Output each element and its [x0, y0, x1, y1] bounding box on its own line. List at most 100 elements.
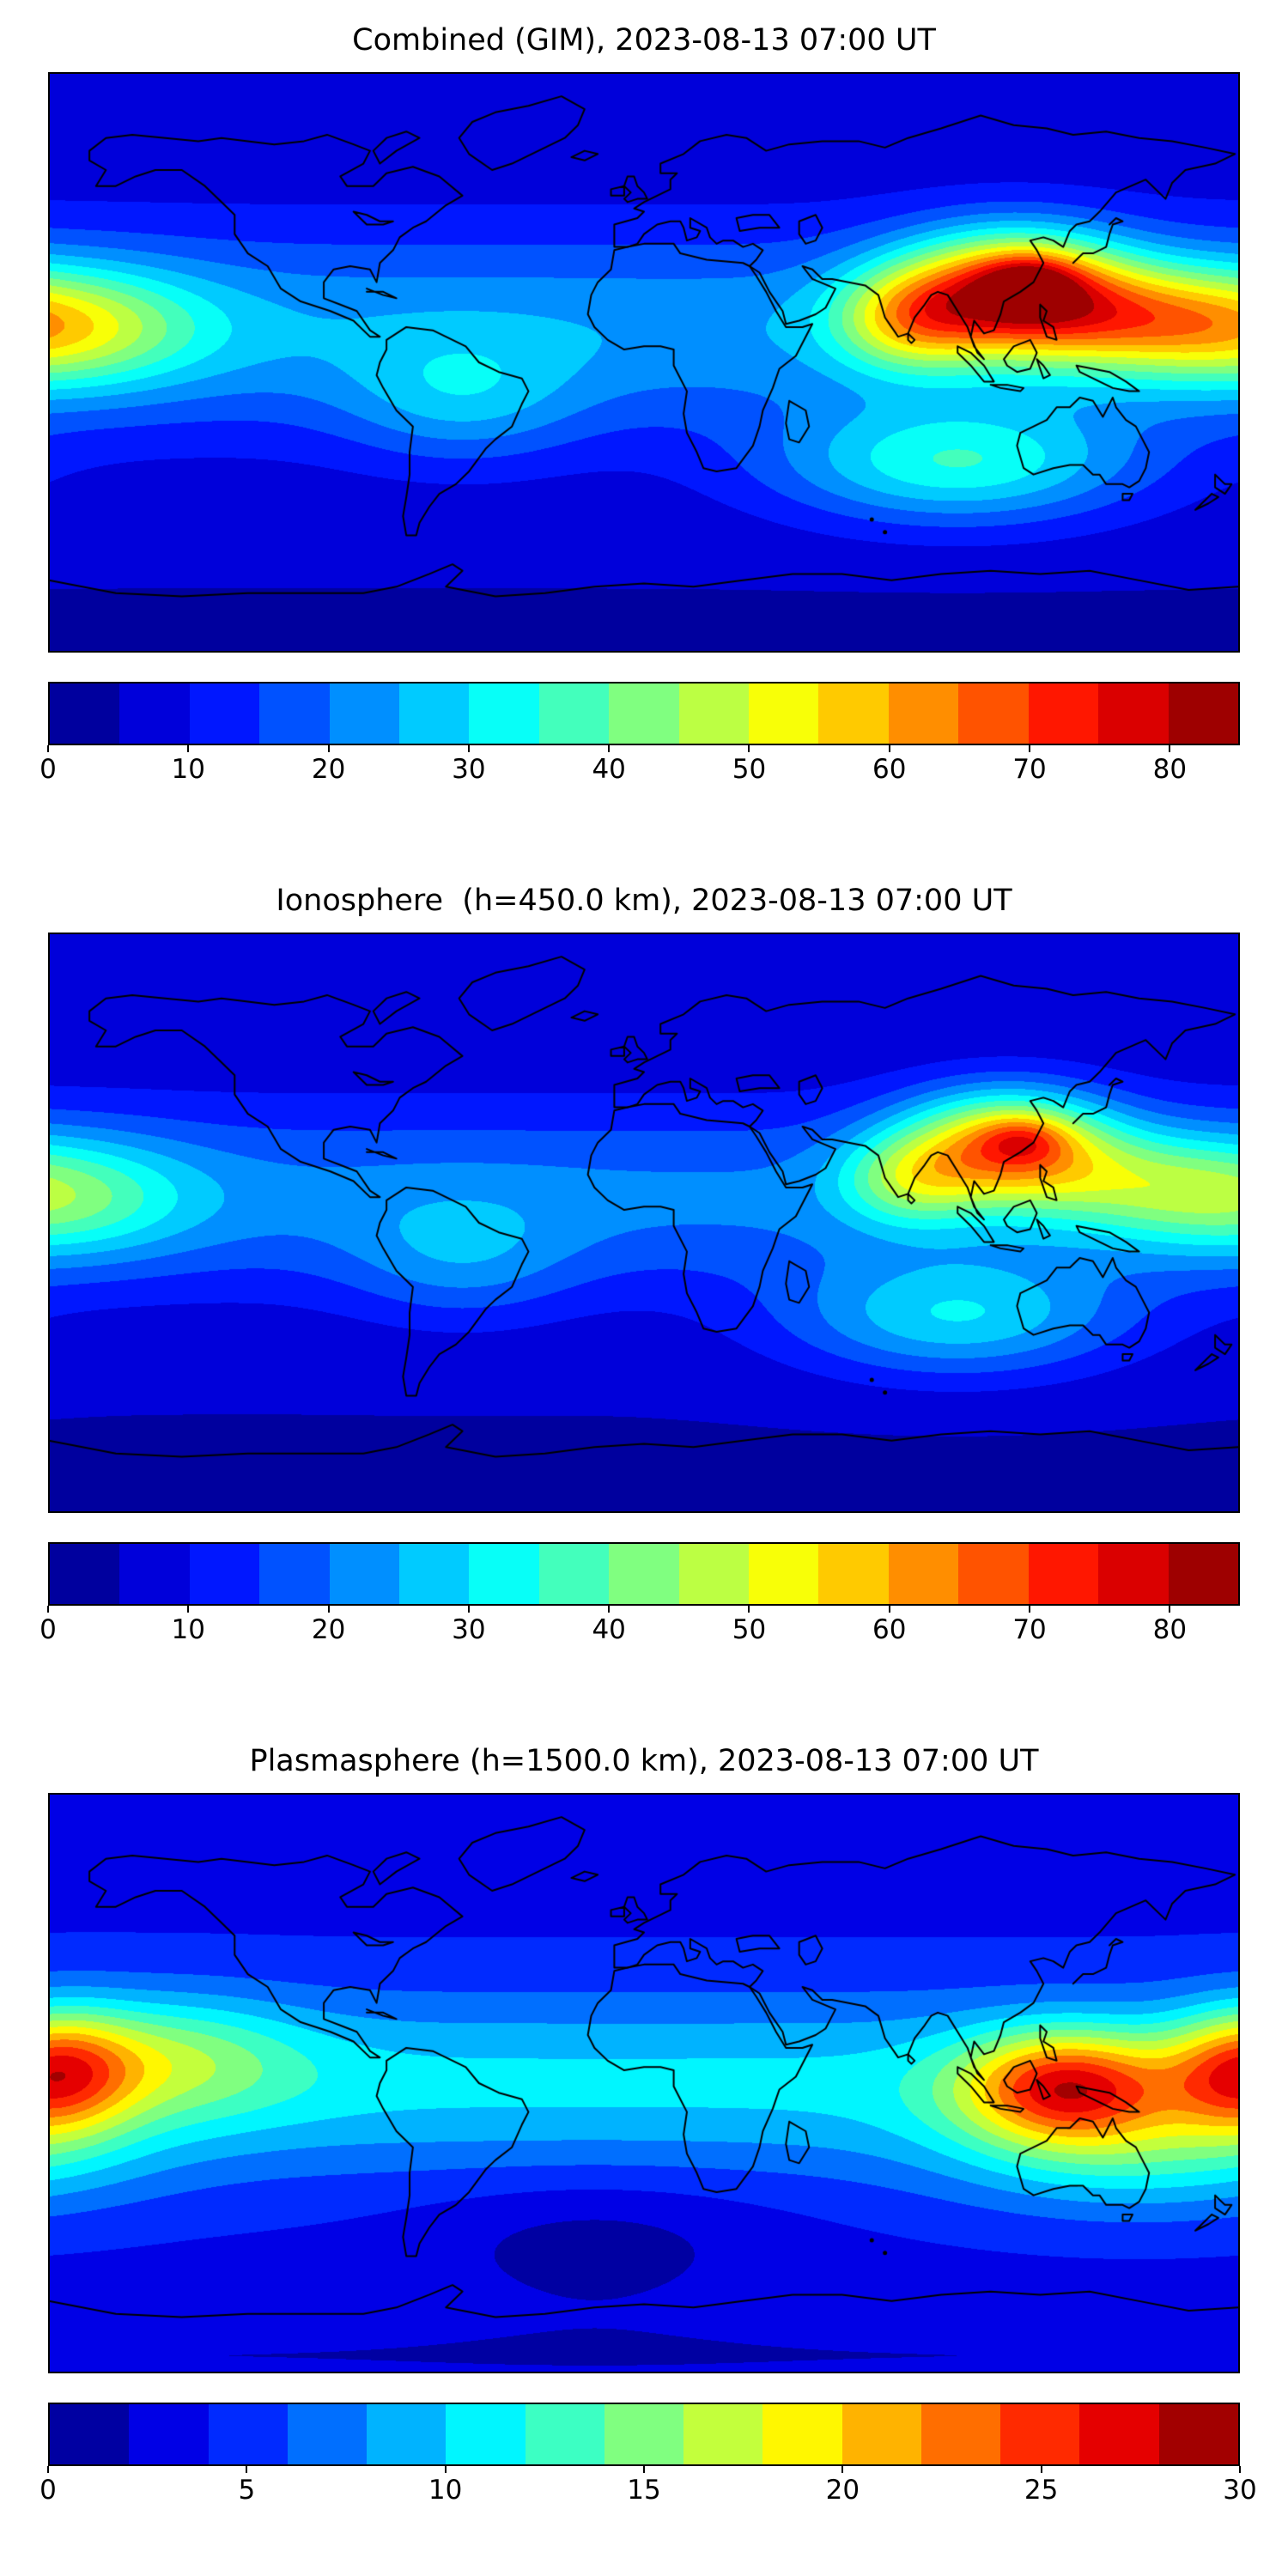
colorbar-tick-label: 60 [872, 754, 907, 785]
colorbar-segment [841, 2404, 921, 2464]
colorbar-tick-label: 25 [1024, 2475, 1059, 2506]
colorbar-segment [259, 683, 330, 744]
colorbar-tick-label: 80 [1152, 754, 1188, 785]
panel-ionosphere: Ionosphere (h=450.0 km), 2023-08-13 07:0… [39, 793, 1240, 1654]
colorbar-tick-label: 0 [39, 754, 57, 785]
colorbar-tick-label: 40 [592, 754, 626, 785]
colorbar-segment [920, 2404, 1001, 2464]
colorbar-segment [678, 1544, 750, 1604]
colorbar-tick [1169, 1606, 1171, 1613]
colorbar-tick [467, 745, 470, 752]
colorbar-tick [1029, 1606, 1031, 1613]
colorbar-segment [609, 683, 679, 744]
colorbar-tick-label: 50 [732, 1614, 767, 1645]
panel-combined-gim: Combined (GIM), 2023-08-13 07:00 UT 0 10 2… [39, 0, 1240, 793]
colorbar-segment [749, 683, 819, 744]
colorbar-tick [888, 745, 890, 752]
colorbar-tick-label: 50 [732, 754, 767, 785]
colorbar-tick [748, 1606, 750, 1613]
colorbar-tick-label: 80 [1152, 1614, 1188, 1645]
colorbar-tick-label: 70 [1012, 1614, 1047, 1645]
map-plasmasphere [48, 1793, 1240, 2373]
colorbar-tick-label: 20 [825, 2475, 860, 2506]
colorbar-tick [608, 1606, 611, 1613]
colorbar-segment [287, 2404, 368, 2464]
colorbar-tick [467, 1606, 470, 1613]
colorbar-tick-label: 0 [39, 2475, 57, 2506]
colorbar-segment [329, 683, 400, 744]
colorbar-tick-label: 20 [311, 1614, 346, 1645]
colorbar-tick [1029, 745, 1031, 752]
colorbar-tick [608, 745, 611, 752]
colorbar-tick [246, 2466, 248, 2473]
colorbar-segment [1168, 1544, 1238, 1604]
colorbar-segment [538, 683, 610, 744]
map-combined-gim [48, 72, 1240, 653]
colorbar-tick [47, 2466, 49, 2473]
colorbar-segment [189, 683, 260, 744]
colorbar-segment [469, 683, 539, 744]
colorbar-tick-label: 30 [1223, 2475, 1257, 2506]
colorbar-segment [683, 2404, 763, 2464]
colorbar-tick-label: 10 [171, 1614, 206, 1645]
colorbar-tick [888, 1606, 890, 1613]
colorbar-tick-label: 30 [452, 1614, 486, 1645]
colorbar-ionosphere [48, 1542, 1240, 1606]
colorbar-segment [888, 683, 959, 744]
map-ionosphere [48, 933, 1240, 1513]
colorbar-segment [818, 1544, 889, 1604]
map-canvas-plasmasphere [50, 1795, 1238, 2372]
colorbar-segment [525, 2404, 605, 2464]
colorbar-tick [187, 1606, 190, 1613]
colorbar-tick-label: 15 [627, 2475, 661, 2506]
colorbar-segment [119, 683, 190, 744]
tec-figure: Combined (GIM), 2023-08-13 07:00 UT 0 10 2… [39, 0, 1257, 2514]
colorbar-segment [259, 1544, 330, 1604]
colorbar-segment [50, 2404, 130, 2464]
colorbar-segment [678, 683, 750, 744]
colorbar-segment [958, 1544, 1029, 1604]
colorbar-segment [1000, 2404, 1080, 2464]
colorbar-tick [841, 2466, 844, 2473]
colorbar-segment [399, 683, 470, 744]
colorbar-tick [1040, 2466, 1042, 2473]
colorbar-segment [399, 1544, 470, 1604]
colorbar-segment [888, 1544, 959, 1604]
colorbar-tick-label: 40 [592, 1614, 626, 1645]
colorbar-segment [1028, 683, 1099, 744]
colorbar-tick-label: 20 [311, 754, 346, 785]
panel-plasmasphere: Plasmasphere (h=1500.0 km), 2023-08-13 0… [39, 1654, 1257, 2514]
colorbar-tick [1239, 2466, 1241, 2473]
colorbar-tick [327, 745, 330, 752]
colorbar-segment [119, 1544, 190, 1604]
colorbar-segment [367, 2404, 447, 2464]
colorbar-tick-label: 60 [872, 1614, 907, 1645]
colorbar-tick-label: 0 [39, 1614, 57, 1645]
colorbar-ticks-plasmasphere: 0 5 10 15 20 25 30 [39, 2466, 1257, 2514]
colorbar-tick-label: 10 [171, 754, 206, 785]
colorbar-segment [1028, 1544, 1099, 1604]
panel-title-ionosphere: Ionosphere (h=450.0 km), 2023-08-13 07:0… [276, 884, 1012, 918]
colorbar-ticks-ionosphere: 0 10 20 30 40 50 60 70 80 [39, 1606, 1240, 1654]
colorbar-segment [749, 1544, 819, 1604]
colorbar-segment [329, 1544, 400, 1604]
colorbar-segment [1168, 683, 1238, 744]
colorbar-tick-label: 70 [1012, 754, 1047, 785]
colorbar-segment [1098, 1544, 1169, 1604]
colorbar-segment [1079, 2404, 1159, 2464]
colorbar-segment [50, 1544, 120, 1604]
colorbar-segment [958, 683, 1029, 744]
panel-title-plasmasphere: Plasmasphere (h=1500.0 km), 2023-08-13 0… [249, 1744, 1039, 1778]
map-canvas-ionosphere [50, 934, 1238, 1511]
colorbar-ticks-combined: 0 10 20 30 40 50 60 70 80 [39, 745, 1240, 793]
colorbar-combined [48, 682, 1240, 745]
colorbar-segment [208, 2404, 288, 2464]
colorbar-segment [604, 2404, 684, 2464]
colorbar-tick [47, 1606, 49, 1613]
colorbar-tick-label: 30 [452, 754, 486, 785]
colorbar-tick [327, 1606, 330, 1613]
colorbar-tick [187, 745, 190, 752]
map-canvas-combined [50, 74, 1238, 651]
colorbar-segment [189, 1544, 260, 1604]
colorbar-tick-label: 10 [428, 2475, 463, 2506]
